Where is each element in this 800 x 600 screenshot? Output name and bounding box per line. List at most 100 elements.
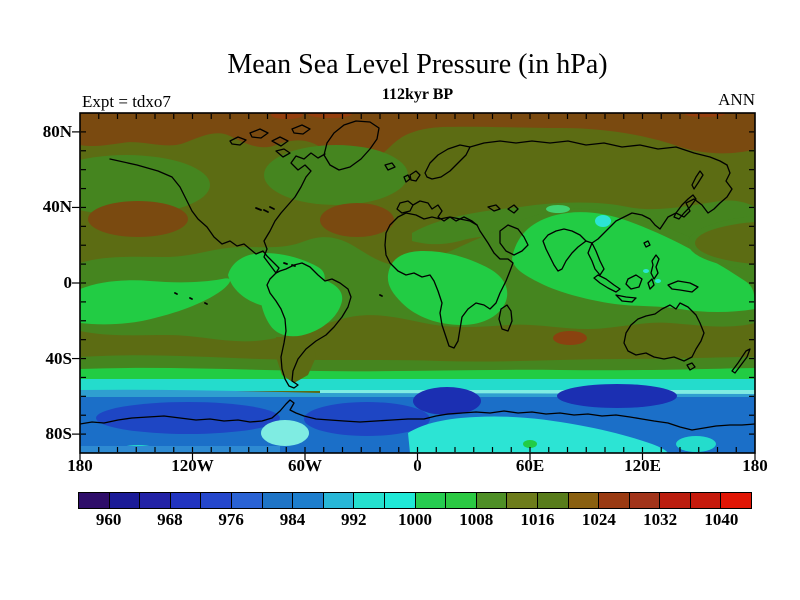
coast-tasmania [686, 362, 696, 371]
plot-subtitle: 112kyr BP [381, 86, 454, 103]
experiment-label: Expt = tdxo7 [82, 92, 171, 111]
south-atlantic-low [304, 402, 430, 436]
colorbar-segment [537, 493, 569, 508]
coast-japan [673, 170, 704, 220]
colorbar-segment [262, 493, 294, 508]
philippines-cyan-spot [643, 269, 649, 273]
colorbar-tick-label: 984 [279, 510, 306, 529]
coast-south-europe [412, 200, 478, 226]
colorbar-segment [79, 493, 110, 508]
coast-east-asia [585, 164, 733, 244]
tibet-cyan-spot [595, 215, 611, 227]
colorbar-tick-label: 960 [95, 510, 122, 529]
latitude-axis: 80N 40N 0 40S 80S [0, 113, 72, 453]
coast-inland-seas [487, 204, 519, 214]
colorbar-segment [354, 493, 385, 508]
coast-australia [623, 302, 705, 362]
colorbar-segment [140, 493, 171, 508]
coast-iberia [396, 200, 414, 214]
colorbar-segment [323, 493, 355, 508]
colorbar-segment [721, 493, 752, 508]
pacific-subtropical-high [88, 201, 188, 237]
lat-tick-label: 80N [42, 121, 72, 141]
coast-siberia-north [469, 140, 728, 166]
page-title: Mean Sea Level Pressure (in hPa) [227, 49, 608, 80]
lon-tick-label: 120W [171, 456, 214, 475]
lat-tick-label: 0 [63, 273, 73, 292]
alaska-green-patch [80, 155, 210, 215]
colorbar-segment [384, 493, 416, 508]
colorbar-segment [599, 493, 630, 508]
colorbar-segment [170, 493, 202, 508]
colorbar-segment [293, 493, 324, 508]
colorbar-tick-label: 1000 [398, 510, 432, 529]
small-islands [174, 206, 383, 305]
antarctic-lightblue-edge [80, 446, 280, 453]
coast-arabia [499, 224, 529, 256]
central-asia-pale-green-spot [546, 205, 570, 213]
lon-tick-label: 180 [67, 456, 93, 475]
arctic-brown-band [80, 113, 755, 162]
antarctic-cyan-interior [408, 416, 668, 453]
colorbar-tick-label: 1008 [459, 510, 494, 529]
east-pacific-green-core [80, 278, 231, 325]
coast-south-america [266, 262, 352, 389]
southern-bright-green-strip [80, 367, 755, 381]
lon-tick-label: 180 [742, 456, 768, 475]
colorbar-segment [201, 493, 232, 508]
antarctic-cyan-patch [676, 436, 716, 452]
colorbar-segment [446, 493, 477, 508]
colorbar [78, 492, 752, 509]
colorbar-segment [629, 493, 661, 508]
coast-north-america-east [263, 152, 326, 274]
colorbar-segment [231, 493, 263, 508]
lat-tick-label: 40S [45, 348, 72, 368]
map-border [79, 112, 756, 454]
lat-tick-label: 40N [42, 197, 72, 217]
longitude-axis: 180 120W 60W 0 60E 120E 180 [67, 456, 768, 478]
colorbar-segment [568, 493, 600, 508]
colorbar-tick-label: 968 [157, 510, 183, 529]
southern-green-strip [80, 355, 755, 371]
colorbar-segment [476, 493, 508, 508]
arctic-rust-spot [271, 113, 303, 119]
coastlines [80, 120, 755, 431]
north-atlantic-green-patch [264, 145, 408, 205]
coast-taiwan [643, 240, 651, 248]
asia-pacific-green-core [512, 212, 755, 312]
nw-pacific-olive-tongue [695, 221, 755, 265]
axis-ticks [72, 114, 756, 460]
africa-green-core [387, 251, 508, 325]
coast-india [542, 228, 587, 272]
coast-madagascar [498, 304, 513, 332]
antarctic-green-dot [523, 440, 537, 448]
map-canvas [72, 112, 756, 460]
colorbar-segment [415, 493, 447, 508]
colorbar-segment [660, 493, 691, 508]
south-indian-low [557, 384, 677, 408]
south-pacific-low [96, 402, 280, 434]
colorbar-tick-label: 1032 [643, 510, 678, 529]
antarctic-pale-cyan-tongue [261, 420, 309, 446]
coast-new-guinea [667, 280, 699, 293]
lon-tick-label: 60W [288, 456, 322, 475]
coast-iceland [384, 162, 396, 171]
coast-new-zealand [731, 348, 751, 374]
contour-fill-layers [80, 113, 755, 453]
coast-greenland [323, 120, 380, 171]
arctic-rust-spot [308, 113, 352, 118]
arctic-rust-spot [685, 113, 725, 117]
coast-british-isles [403, 170, 421, 183]
colorbar-segment [109, 493, 141, 508]
philippines-cyan-spot [655, 279, 661, 283]
colorbar-segment [507, 493, 538, 508]
south-indian-high [553, 331, 587, 345]
lon-tick-label: 60E [515, 456, 545, 475]
colorbar-tick-label: 1016 [520, 510, 555, 529]
coast-indonesia [593, 274, 655, 303]
atlantic-subtropical-high [320, 203, 394, 237]
south-america-green-core [260, 275, 343, 337]
season-label: ANN [718, 90, 755, 109]
coast-scandinavia [424, 144, 471, 180]
